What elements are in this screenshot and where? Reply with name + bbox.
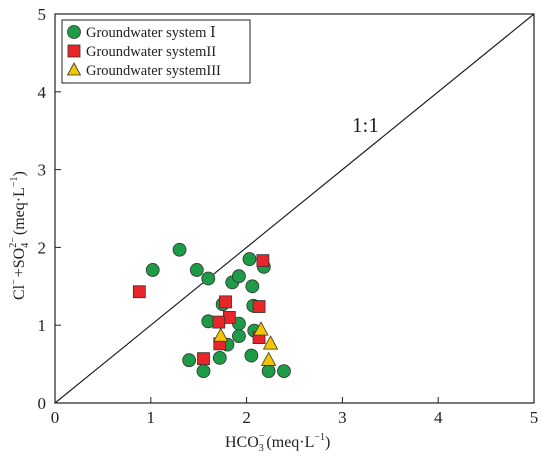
reference-line-label: 1:1 xyxy=(352,113,379,137)
data-point-system-2 xyxy=(212,315,226,329)
x-tick-label: 0 xyxy=(51,408,60,427)
data-point-system-3 xyxy=(260,351,277,366)
x-axis-title-unit: (meq·L xyxy=(266,434,314,451)
data-point-system-3 xyxy=(253,321,269,336)
data-point-system-2 xyxy=(219,295,232,309)
reference-line-1-1 xyxy=(54,13,535,404)
legend-label-system-1: Groundwater system Ⅰ xyxy=(86,25,216,41)
x-tick-label: 4 xyxy=(434,408,443,427)
x-tick-label: 2 xyxy=(242,408,251,427)
y-axis-title: Cl− +SO42− (meq·L−1) xyxy=(8,171,31,300)
data-point-system-1 xyxy=(182,353,197,368)
x-tick-label: 1 xyxy=(147,408,156,427)
data-point-system-3 xyxy=(213,327,229,342)
data-point-system-1 xyxy=(196,364,211,379)
y-axis-title-a: Cl xyxy=(11,284,28,300)
data-point-system-1 xyxy=(244,348,259,363)
x-tick-label: 3 xyxy=(338,408,347,427)
y-tick-label: 3 xyxy=(38,161,47,180)
data-point-system-1 xyxy=(245,279,260,294)
x-axis-ticks: 0 1 2 3 4 5 xyxy=(51,397,539,427)
y-tick-label: 5 xyxy=(38,5,47,24)
legend-circle-marker xyxy=(67,25,81,39)
data-point-system-1 xyxy=(201,271,216,286)
x-axis-title-sub: 3 xyxy=(259,443,264,454)
data-point-system-1 xyxy=(189,263,204,277)
x-axis-title: HCO3− (meq·L−1) xyxy=(225,431,330,454)
legend-square-marker xyxy=(67,44,81,58)
x-axis-title-main: HCO xyxy=(225,434,259,451)
x-tick-label: 5 xyxy=(530,408,539,427)
data-point-system-1 xyxy=(232,269,246,284)
y-tick-label: 4 xyxy=(38,83,47,102)
data-point-system-1 xyxy=(145,263,160,277)
y-axis-title-b-sub: 4 xyxy=(20,243,31,248)
y-tick-label: 1 xyxy=(38,316,47,335)
y-axis-title-unit-sup: −1 xyxy=(9,176,20,187)
data-point-system-1 xyxy=(172,242,187,257)
x-axis-title-close: ) xyxy=(325,434,330,451)
data-point-system-1 xyxy=(232,329,246,343)
data-point-system-2 xyxy=(197,352,210,366)
x-axis-title-sup: − xyxy=(259,431,265,442)
y-tick-label: 2 xyxy=(38,238,47,257)
data-point-system-1 xyxy=(261,364,276,379)
y-axis-title-b-sup: 2− xyxy=(8,237,19,248)
legend-box xyxy=(61,19,251,84)
x-axis-title-unit-sup: −1 xyxy=(314,432,325,443)
legend-label-system-2: Groundwater systemII xyxy=(86,44,216,60)
legend-label-system-3: Groundwater systemIII xyxy=(86,63,221,79)
data-point-system-1 xyxy=(242,252,257,266)
y-axis-ticks: 0 1 2 3 4 5 xyxy=(38,5,61,413)
y-axis-title-close: ) xyxy=(11,171,28,176)
y-tick-label: 0 xyxy=(38,394,47,413)
data-point-system-2 xyxy=(132,285,146,299)
legend-triangle-marker xyxy=(66,62,82,76)
legend: Groundwater system Ⅰ Groundwater systemI… xyxy=(61,19,251,84)
data-point-system-2 xyxy=(256,254,270,268)
data-point-system-2 xyxy=(252,300,266,313)
data-points xyxy=(132,242,291,379)
data-point-system-3 xyxy=(262,335,279,350)
data-point-system-1 xyxy=(277,364,291,379)
y-axis-title-b: +SO xyxy=(11,248,28,277)
data-point-system-1 xyxy=(212,350,227,365)
y-axis-title-unit: (meq·L xyxy=(11,187,28,235)
y-axis-title-a-sup: − xyxy=(9,279,20,285)
